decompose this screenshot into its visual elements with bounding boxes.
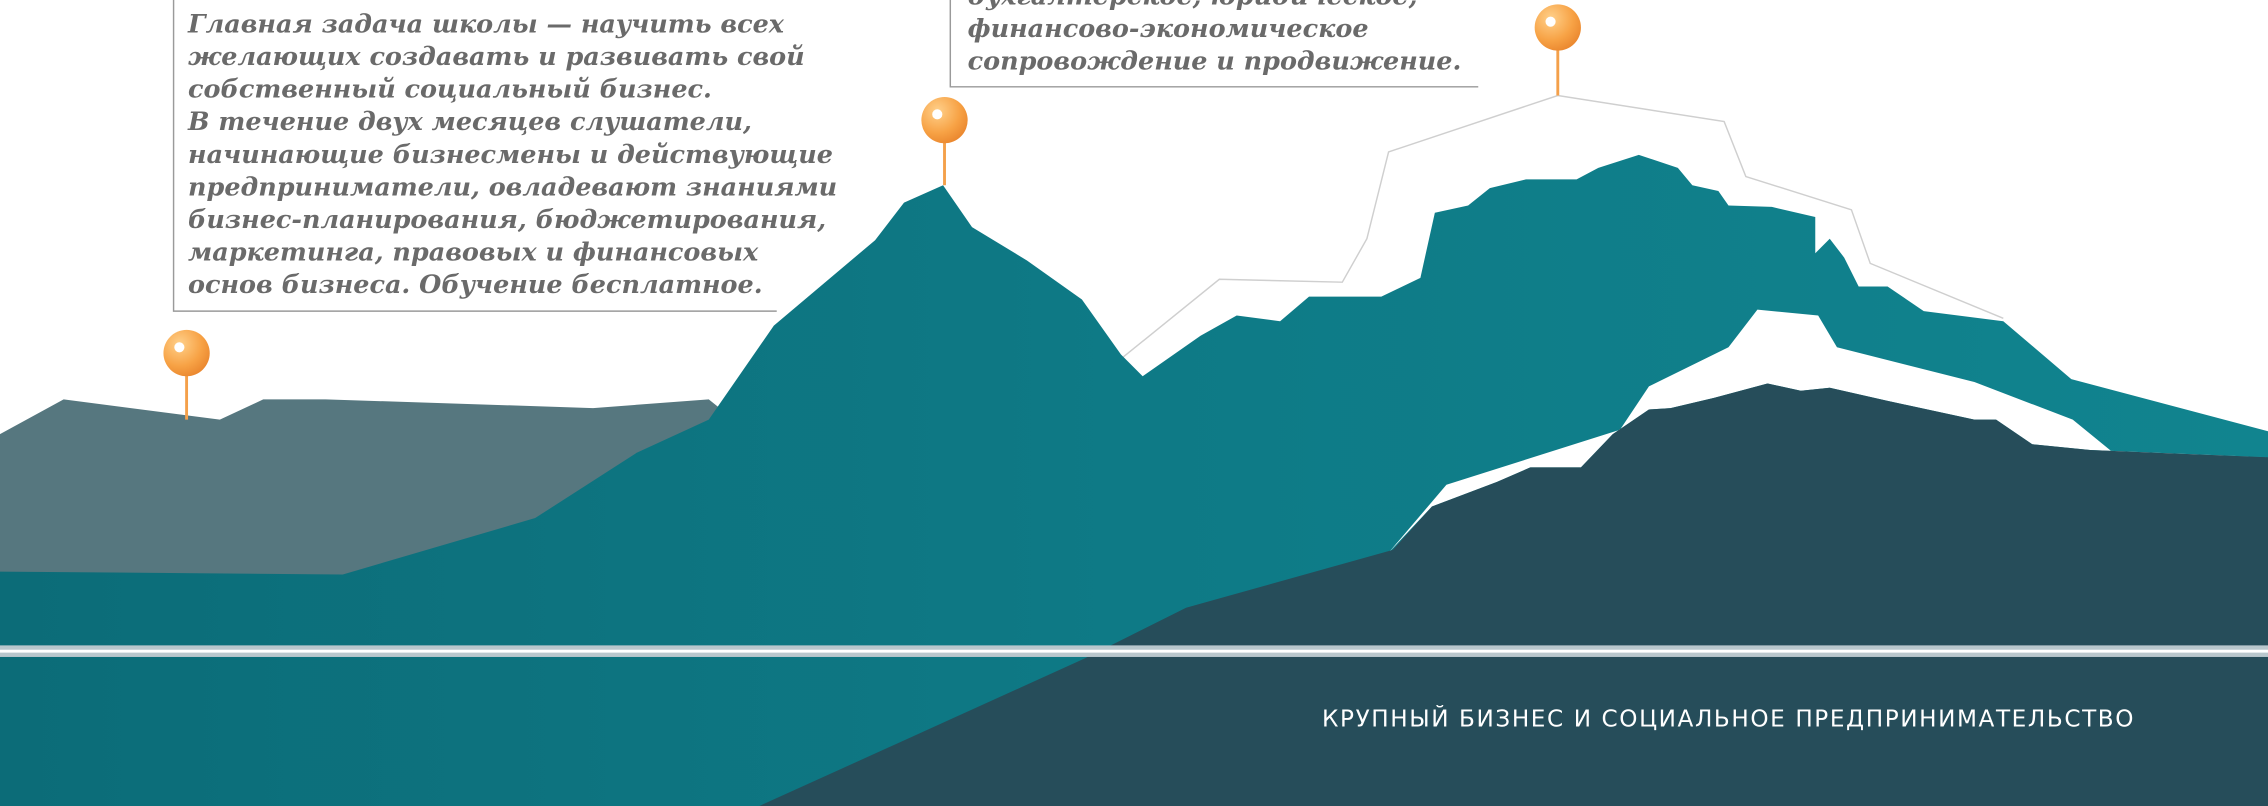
text-line: бухгалтерское, юридическое,	[968, 0, 1418, 11]
text-line: собственный социальный бизнес.	[188, 75, 712, 105]
pin-head	[921, 97, 967, 143]
text-line: В течение двух месяцев слушатели,	[187, 107, 752, 137]
pin-head	[163, 330, 209, 376]
divider-line	[0, 650, 2268, 653]
pin-head	[1535, 4, 1581, 50]
text-line: финансово-экономическое	[968, 14, 1369, 44]
pin-highlight	[932, 109, 942, 119]
illustration: КРУПНЫЙ БИЗНЕС И СОЦИАЛЬНОЕ ПРЕДПРИНИМАТ…	[0, 0, 2268, 806]
text-line: бизнес-планирования, бюджетирования,	[188, 205, 826, 235]
pin-highlight	[174, 342, 184, 352]
pin-highlight	[1546, 17, 1556, 27]
text-line: основ бизнеса. Обучение бесплатное.	[188, 270, 763, 300]
text-line: маркетинга, правовых и финансовых	[188, 237, 759, 267]
page: КРУПНЫЙ БИЗНЕС И СОЦИАЛЬНОЕ ПРЕДПРИНИМАТ…	[0, 0, 2268, 806]
text-line: предприниматели, овладевают знаниями	[188, 172, 837, 202]
text-line: желающих создавать и развивать свой	[188, 42, 805, 72]
text-line: сопровождение и продвижение.	[968, 46, 1462, 76]
text-line: Главная задача школы — научить всех	[187, 10, 785, 40]
text-line: начинающие бизнесмены и действующие	[188, 140, 833, 170]
footer-text: КРУПНЫЙ БИЗНЕС И СОЦИАЛЬНОЕ ПРЕДПРИНИМАТ…	[1322, 704, 2133, 732]
